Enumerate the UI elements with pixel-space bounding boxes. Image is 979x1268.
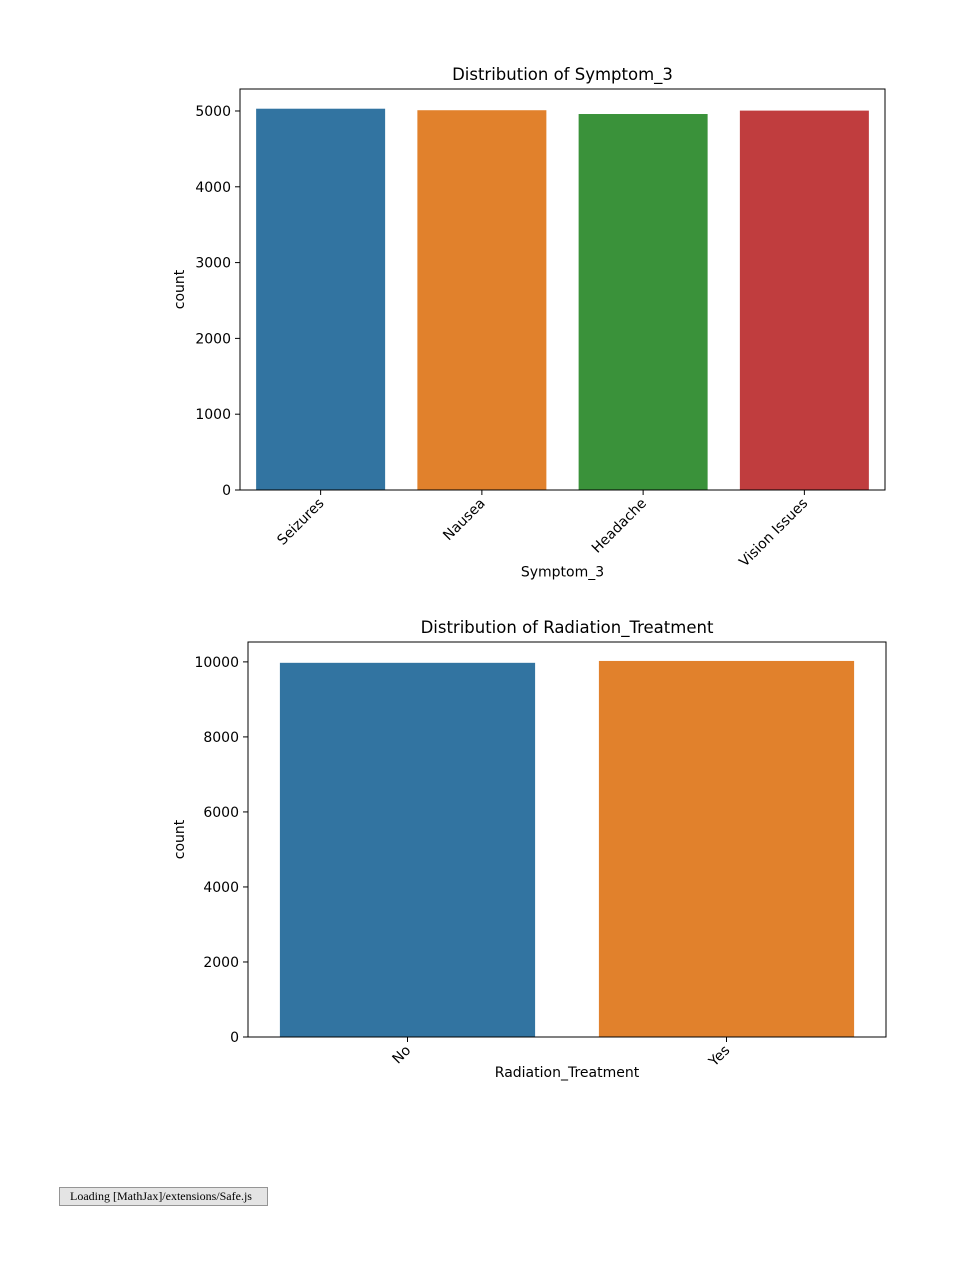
y-tick-label: 5000 xyxy=(195,104,231,120)
x-tick-label: Headache xyxy=(589,496,650,557)
x-axis-label: Radiation_Treatment xyxy=(495,1065,640,1081)
y-tick-label: 1000 xyxy=(195,407,231,423)
y-tick-label: 4000 xyxy=(203,880,239,896)
bar-headache xyxy=(578,114,708,490)
chart-title: Distribution of Radiation_Treatment xyxy=(421,618,714,638)
y-tick-label: 4000 xyxy=(195,180,231,196)
symptom-3-chart: 0 1000 2000 3000 4000 5000 Seizures Nausea Heada… xyxy=(172,65,886,581)
y-tick-label: 0 xyxy=(230,1030,239,1046)
chart-title: Distribution of Symptom_3 xyxy=(452,65,673,85)
y-tick-label: 3000 xyxy=(195,256,231,272)
y-axis-label: count xyxy=(172,819,188,859)
x-axis-label: Symptom_3 xyxy=(521,565,604,581)
bar-vision-issues xyxy=(739,110,869,490)
x-tick-label: No xyxy=(390,1043,415,1068)
bar-yes xyxy=(598,660,855,1037)
x-tick-label: Seizures xyxy=(274,496,327,549)
y-tick-label: 10000 xyxy=(194,655,239,671)
y-tick-label: 8000 xyxy=(203,730,239,746)
y-tick-label: 6000 xyxy=(203,805,239,821)
y-axis-label: count xyxy=(172,269,188,309)
bar-no xyxy=(279,662,536,1037)
y-tick-label: 2000 xyxy=(195,331,231,347)
plot-frame xyxy=(239,88,886,491)
y-tick-label: 0 xyxy=(222,483,231,499)
bar-seizures xyxy=(256,108,386,490)
plot-frame xyxy=(247,641,887,1038)
x-tick-label: Vision Issues xyxy=(736,496,811,571)
y-tick-label: 2000 xyxy=(203,955,239,971)
bar-nausea xyxy=(417,110,547,491)
radiation-treatment-chart: 0 2000 4000 6000 8000 10000 No Yes Distribution … xyxy=(172,618,887,1081)
mathjax-loading-status: Loading [MathJax]/extensions/Safe.js xyxy=(59,1187,268,1206)
x-tick-label: Nausea xyxy=(440,496,488,544)
x-tick-label: Yes xyxy=(705,1043,733,1071)
